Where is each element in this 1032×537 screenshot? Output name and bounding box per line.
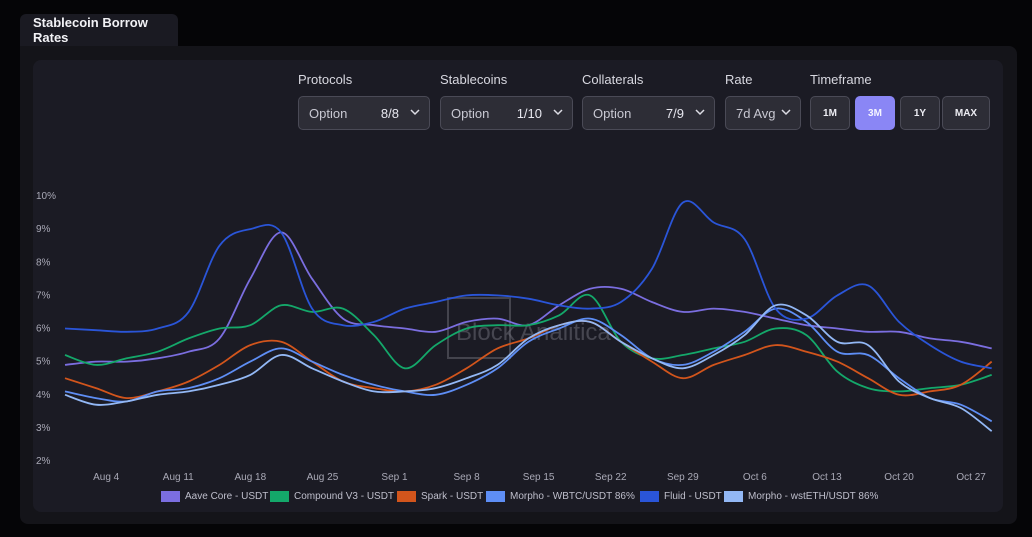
legend-item-morpho-wbtc-usdt[interactable]: Morpho - WBTC/USDT 86% (486, 491, 635, 502)
legend-label: Aave Core - USDT (185, 491, 268, 502)
x-tick-label: Oct 6 (743, 472, 767, 483)
y-axis: 2% 3% 4% 5% 6% 7% 8% 9% 10% (36, 191, 56, 467)
x-tick-label: Oct 27 (956, 472, 986, 483)
legend-swatch (270, 491, 289, 502)
y-tick-label: 3% (36, 423, 51, 434)
legend-item-fluid-usdt[interactable]: Fluid - USDT (640, 491, 722, 502)
y-tick-label: 2% (36, 456, 51, 467)
legend-swatch (161, 491, 180, 502)
x-tick-label: Oct 13 (812, 472, 842, 483)
x-tick-label: Sep 1 (381, 472, 408, 483)
legend-item-aave-core-usdt[interactable]: Aave Core - USDT (161, 491, 268, 502)
legend-item-compound-v3-usdt[interactable]: Compound V3 - USDT (270, 491, 394, 502)
legend-label: Morpho - WBTC/USDT 86% (510, 491, 635, 502)
legend-item-spark-usdt[interactable]: Spark - USDT (397, 491, 483, 502)
x-tick-label: Aug 11 (163, 472, 194, 483)
x-tick-label: Aug 4 (93, 472, 120, 483)
legend-swatch (397, 491, 416, 502)
y-tick-label: 4% (36, 390, 51, 401)
y-tick-label: 8% (36, 257, 51, 268)
legend-label: Fluid - USDT (664, 491, 722, 502)
series-lines (65, 201, 992, 431)
x-tick-label: Aug 18 (234, 472, 266, 483)
x-tick-label: Sep 15 (523, 472, 555, 483)
watermark: Block Analitica (448, 298, 611, 358)
x-tick-label: Sep 22 (595, 472, 627, 483)
legend-label: Spark - USDT (421, 491, 483, 502)
line-chart: Block Analitica 2% 3% 4% 5% 6% 7% 8% 9% 10% Aug … (0, 0, 1032, 537)
legend-item-morpho-wsteth-usdt[interactable]: Morpho - wstETH/USDT 86% (724, 491, 878, 502)
legend-swatch (486, 491, 505, 502)
x-tick-label: Sep 8 (454, 472, 481, 483)
y-tick-label: 7% (36, 290, 51, 301)
x-tick-label: Oct 20 (884, 472, 914, 483)
x-axis: Aug 4 Aug 11 Aug 18 Aug 25 Sep 1 Sep 8 Sep 15 S… (93, 472, 986, 483)
x-tick-label: Aug 25 (307, 472, 339, 483)
y-tick-label: 5% (36, 357, 51, 368)
y-tick-label: 9% (36, 224, 51, 235)
legend-label: Morpho - wstETH/USDT 86% (748, 491, 878, 502)
x-tick-label: Sep 29 (667, 472, 699, 483)
y-tick-label: 6% (36, 324, 51, 335)
legend-swatch (724, 491, 743, 502)
legend-swatch (640, 491, 659, 502)
legend-label: Compound V3 - USDT (294, 491, 394, 502)
y-tick-label: 10% (36, 191, 56, 202)
